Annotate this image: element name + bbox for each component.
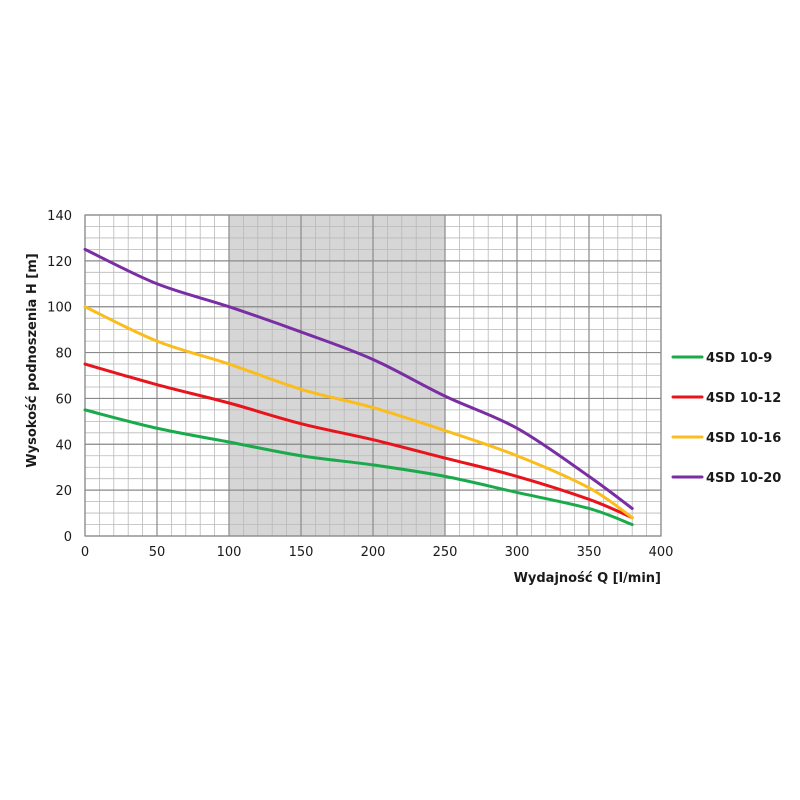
- major-gridlines: [84, 214, 662, 537]
- plot-border: [84, 214, 662, 537]
- x-tick-label: 0: [81, 545, 89, 560]
- y-tick-label: 0: [64, 530, 72, 545]
- series-line-2: [83, 362, 634, 520]
- x-axis-title: Wydajność Q [l/min]: [514, 571, 661, 586]
- x-tick-label: 50: [149, 545, 166, 560]
- series-line-1: [83, 408, 634, 527]
- x-tick-label: 400: [649, 545, 674, 560]
- y-tick-label: 120: [47, 255, 72, 270]
- legend-label-1: 4SD 10-9: [706, 351, 772, 366]
- y-tick-label: 140: [47, 209, 72, 224]
- series-line-3: [83, 305, 634, 520]
- x-tick-label: 200: [361, 545, 386, 560]
- y-axis-title: Wysokość podnoszenia H [m]: [25, 253, 40, 467]
- series-line-4: [83, 247, 634, 510]
- legend-label-3: 4SD 10-16: [706, 431, 781, 446]
- y-tick-labels: 0 20 40 60 80 100 120 140: [47, 209, 72, 545]
- y-tick-label: 100: [47, 301, 72, 316]
- x-tick-label: 100: [217, 545, 242, 560]
- x-tick-label: 150: [289, 545, 314, 560]
- x-tick-label: 300: [505, 545, 530, 560]
- legend: 4SD 10-9 4SD 10-12 4SD 10-16 4SD 10-20: [671, 351, 781, 486]
- y-tick-label: 80: [55, 347, 72, 362]
- x-tick-label: 350: [577, 545, 602, 560]
- legend-label-4: 4SD 10-20: [706, 471, 781, 486]
- y-tick-label: 40: [55, 438, 72, 453]
- legend-label-2: 4SD 10-12: [706, 391, 781, 406]
- y-tick-label: 20: [55, 484, 72, 499]
- series-lines: [83, 247, 634, 527]
- y-tick-label: 60: [55, 392, 72, 407]
- x-tick-label: 250: [433, 545, 458, 560]
- x-tick-labels: 0 50 100 150 200 250 300 350 400: [81, 545, 674, 560]
